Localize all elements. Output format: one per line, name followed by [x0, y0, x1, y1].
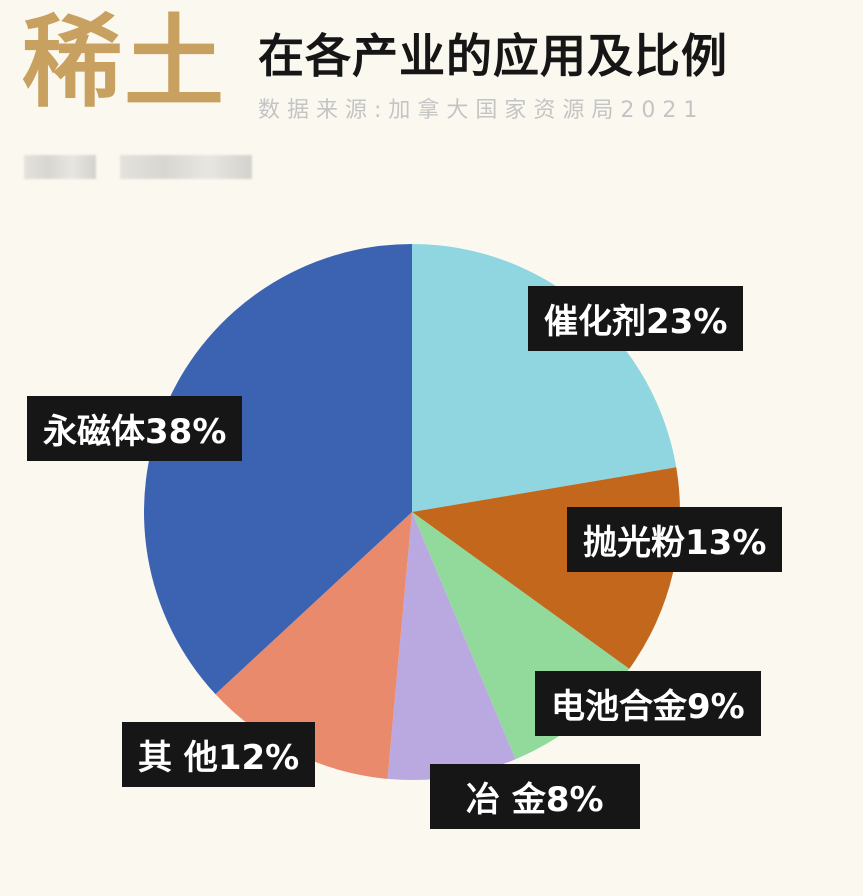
- chart-title: 在各产业的应用及比例: [258, 29, 728, 83]
- pie-slice-催化剂: [412, 244, 677, 512]
- blurred-text: [120, 155, 252, 179]
- pie-slice-冶金: [387, 512, 516, 780]
- pie-slice-永磁体: [144, 243, 412, 695]
- label-other: 其 他12%: [122, 722, 316, 787]
- label-catalyst: 催化剂23%: [528, 286, 744, 351]
- big-title: 稀土: [22, 4, 226, 121]
- label-polishing: 抛光粉13%: [567, 507, 783, 572]
- label-magnet: 永磁体38%: [27, 396, 243, 461]
- pie-slice-其他: [215, 512, 412, 779]
- data-source: 数据来源:加拿大国家资源局2021: [258, 98, 705, 123]
- label-battery: 电池合金9%: [535, 671, 761, 736]
- blurred-text: [24, 155, 96, 179]
- label-metallurgy: 冶 金8%: [430, 764, 640, 829]
